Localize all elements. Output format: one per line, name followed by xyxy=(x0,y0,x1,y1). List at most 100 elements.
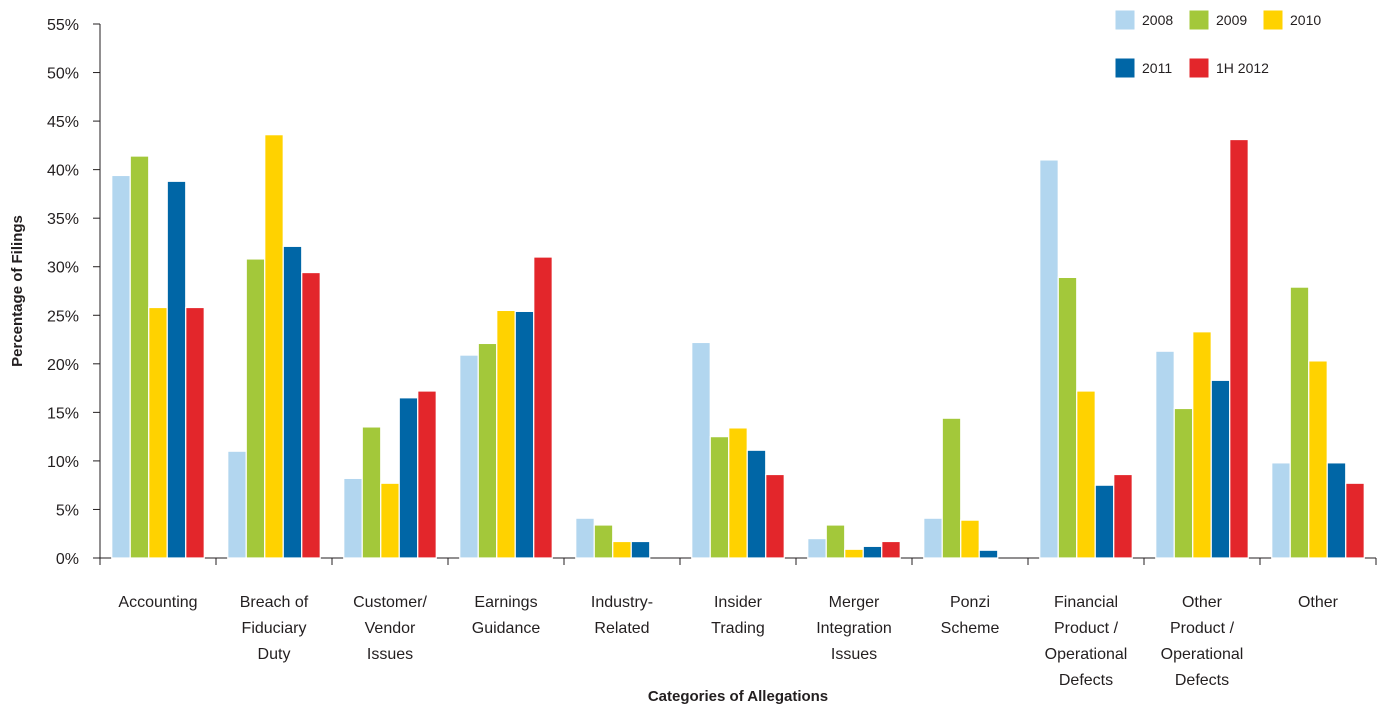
bar-2011 xyxy=(1326,462,1347,559)
bar-2009 xyxy=(593,524,614,559)
x-category-label-line: Duty xyxy=(258,646,291,663)
y-tick-label: 0% xyxy=(56,551,79,568)
x-category-label: Merger Integration Issues xyxy=(816,594,892,663)
x-category-label-line: Customer/ xyxy=(353,594,427,611)
legend-swatch xyxy=(1114,9,1136,31)
bar-2008 xyxy=(807,537,827,559)
x-category-label-line: Defects xyxy=(1059,672,1113,689)
x-category-label-line: Related xyxy=(594,620,649,637)
y-tick-label: 30% xyxy=(47,260,79,277)
legend-swatch xyxy=(1188,9,1210,31)
bar-2010 xyxy=(1192,331,1212,559)
bar-2008 xyxy=(1271,462,1291,559)
x-category-label-line: Earnings xyxy=(474,594,537,611)
bar-1h-2012 xyxy=(417,390,437,559)
legend-label: 2011 xyxy=(1142,60,1172,76)
bar-2008 xyxy=(111,174,131,559)
bar-2010 xyxy=(496,309,516,559)
bar-2008 xyxy=(575,517,595,559)
x-category-label-line: Other xyxy=(1182,594,1223,611)
x-category-label-line: Breach of xyxy=(240,594,309,611)
bar-2011 xyxy=(398,397,419,559)
x-category-label: Insider Trading xyxy=(711,594,765,637)
legend-label: 2010 xyxy=(1290,12,1321,28)
x-category-label-line: Financial xyxy=(1054,594,1118,611)
bar-2011 xyxy=(282,245,303,559)
x-category-label-line: Merger xyxy=(829,594,880,611)
bar-1h-2012 xyxy=(881,540,901,559)
bar-2010 xyxy=(728,427,748,559)
bar-2009 xyxy=(1289,286,1310,559)
x-category-label-line: Vendor xyxy=(365,620,416,637)
x-category-label: Ponzi Scheme xyxy=(941,594,1000,637)
bar-2008 xyxy=(227,450,247,559)
legend-swatch xyxy=(1262,9,1284,31)
bar-2010 xyxy=(1076,390,1096,559)
x-category-label-line: Ponzi xyxy=(950,594,990,611)
x-axis-title: Categories of Allegations xyxy=(648,688,828,704)
bar-2011 xyxy=(1094,484,1115,559)
x-category-label-line: Product / xyxy=(1054,620,1119,637)
bar-2010 xyxy=(612,540,632,559)
x-category-label-line: Issues xyxy=(367,646,413,663)
x-category-label-line: Accounting xyxy=(118,594,197,611)
legend-swatch xyxy=(1188,57,1210,79)
x-category-label: Other Product / Operational Defects xyxy=(1161,594,1244,689)
bar-2008 xyxy=(1039,159,1059,559)
y-axis-title: Percentage of Filings xyxy=(9,215,26,367)
bar-2010 xyxy=(1308,360,1328,559)
bar-2011 xyxy=(862,545,883,559)
y-tick-label: 25% xyxy=(47,308,79,325)
bar-2010 xyxy=(264,134,284,559)
bar-2010 xyxy=(844,548,864,559)
x-category-label-line: Insider xyxy=(714,594,763,611)
y-tick-label: 10% xyxy=(47,454,79,471)
y-tick-label: 45% xyxy=(47,114,79,131)
x-category-label-line: Issues xyxy=(831,646,877,663)
bar-2010 xyxy=(960,519,980,559)
x-category-label-line: Scheme xyxy=(941,620,1000,637)
bar-2009 xyxy=(129,155,150,559)
bar-2009 xyxy=(361,426,382,559)
x-category-label: Earnings Guidance xyxy=(472,594,541,637)
bar-2008 xyxy=(923,517,943,559)
x-category-label-line: Defects xyxy=(1175,672,1229,689)
bar-2010 xyxy=(148,306,168,559)
bar-2011 xyxy=(514,310,535,559)
y-tick-label: 20% xyxy=(47,357,79,374)
bar-2011 xyxy=(978,549,999,559)
bar-1h-2012 xyxy=(1229,138,1249,559)
x-category-label: Breach of Fiduciary Duty xyxy=(240,594,309,663)
x-category-label: Accounting xyxy=(118,594,197,611)
bar-2008 xyxy=(691,341,711,559)
bar-2010 xyxy=(380,482,400,559)
bar-1h-2012 xyxy=(301,271,321,559)
bar-2009 xyxy=(477,342,498,559)
x-category-label-line: Industry- xyxy=(591,594,653,611)
bar-1h-2012 xyxy=(765,473,785,559)
x-category-label-line: Integration xyxy=(816,620,892,637)
x-category-label-line: Operational xyxy=(1161,646,1244,663)
bar-1h-2012 xyxy=(185,306,205,559)
legend-swatch xyxy=(1114,57,1136,79)
y-tick-label: 55% xyxy=(47,17,79,34)
bar-2011 xyxy=(1210,379,1231,559)
legend-label: 1H 2012 xyxy=(1216,60,1269,76)
x-category-label: Financial Product / Operational Defects xyxy=(1045,594,1128,689)
x-category-label-line: Fiduciary xyxy=(242,620,307,637)
x-category-label-line: Guidance xyxy=(472,620,541,637)
bar-2009 xyxy=(709,436,730,559)
bar-2009 xyxy=(1173,407,1194,559)
x-category-label: Industry- Related xyxy=(591,594,653,637)
legend-label: 2008 xyxy=(1142,12,1173,28)
x-category-label: Customer/Vendor Issues xyxy=(353,594,427,663)
y-tick-label: 35% xyxy=(47,211,79,228)
bar-2008 xyxy=(343,477,363,559)
bar-2008 xyxy=(1155,350,1175,559)
y-tick-label: 5% xyxy=(56,502,79,519)
bar-2009 xyxy=(941,417,962,559)
x-category-label-line: Trading xyxy=(711,620,765,637)
bar-2011 xyxy=(166,180,187,559)
